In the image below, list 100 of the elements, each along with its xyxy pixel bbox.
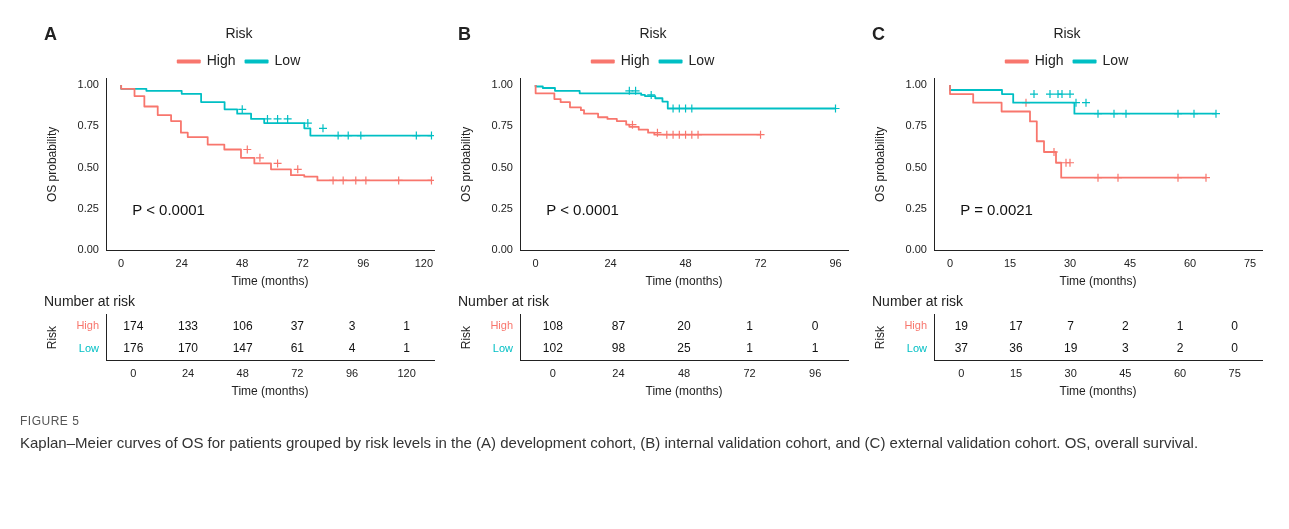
point [283,114,293,124]
legend-label: High [620,52,650,69]
chart-title: Number at risk [872,293,965,310]
x-tick-label: 0 [946,257,954,270]
x-tick-label: 48 [677,367,691,380]
y-axis-title: Risk [44,324,59,350]
y-tick-label: 0.75 [77,119,99,132]
annotation: P < 0.0001 [132,200,205,218]
annotation: P = 0.0021 [960,200,1033,218]
y-tick-label: High [904,319,927,332]
point [1065,158,1075,168]
chart-title: C [872,23,885,44]
y-tick-label: High [490,319,513,332]
x-tick-label: 72 [754,257,767,270]
text: Kaplan–Meier curves of OS for patients grouped by risk levels in the (A) development cohort, (B) internal validation cohort, and (C) external validation cohort. OS, overall survival. [20,433,1200,453]
data-label: 133 [177,318,199,333]
data-label: 1 [811,341,819,356]
x-tick-label: 96 [809,367,822,380]
data-label: 17 [1009,318,1023,333]
x-tick-label: 24 [175,257,188,270]
x-tick-label: 45 [1119,367,1132,380]
point [1081,98,1091,108]
point [1065,89,1075,99]
data-label: 37 [954,341,969,356]
data-label: 1 [1176,318,1184,333]
data-label: 2 [1121,318,1129,333]
legend-label: High [206,52,236,69]
point [1057,89,1067,99]
y-tick-label: 1.00 [77,78,99,91]
y-tick-label: High [76,319,99,332]
y-tick-label: 0.00 [905,243,927,256]
y-tick-label: 1.00 [491,78,513,91]
legend-label: High [1034,52,1064,69]
legend-label: Low [1102,52,1130,69]
y-tick-label: 0.75 [905,119,927,132]
x-tick-label: 15 [1009,367,1023,380]
data-label: 98 [611,341,626,356]
x-tick-label: 72 [296,257,309,270]
y-tick-label: 0.50 [77,160,99,173]
point [318,123,328,133]
x-axis-title: Time (months) [1059,274,1137,289]
y-tick-label: Low [492,342,514,355]
data-label: 61 [290,341,305,356]
y-tick-label: 0.25 [491,202,513,215]
x-tick-label: 48 [236,257,249,270]
x-tick-label: 0 [130,367,137,380]
x-axis-title: Time (months) [645,384,723,399]
data-label: 7 [1067,318,1075,333]
chart-title: Number at risk [458,293,551,310]
x-tick-label: 72 [291,367,304,380]
data-label: 4 [348,341,356,356]
x-tick-label: 0 [549,367,556,380]
data-label: 25 [677,341,691,356]
x-axis-title: Time (months) [231,384,309,399]
data-label: 36 [1009,341,1023,356]
x-tick-label: 0 [958,367,965,380]
data-label: 20 [677,318,691,333]
y-axis-title: OS probability [458,126,473,203]
x-tick-label: 45 [1123,257,1137,270]
x-tick-label: 30 [1063,257,1077,270]
data-label: 106 [232,318,253,333]
y-tick-label: 0.50 [905,160,927,173]
y-tick-label: Low [906,342,928,355]
y-tick-label: 0.25 [77,202,99,215]
x-axis-title: Time (months) [1059,384,1137,399]
y-tick-label: 0.00 [77,243,99,256]
y-tick-label: 0.50 [491,160,513,173]
x-tick-label: 24 [181,367,195,380]
chart-title: B [458,23,471,44]
x-tick-label: 24 [612,367,625,380]
x-tick-label: 30 [1064,367,1077,380]
data-label: 1 [746,318,754,333]
data-label: 87 [611,318,626,333]
data-label: 174 [123,318,144,333]
data-label: 19 [954,318,969,333]
data-label: 37 [290,318,305,333]
x-axis-title: Time (months) [231,274,309,289]
data-label: 1 [403,318,411,333]
x-tick-label: 72 [743,367,756,380]
x-tick-label: 48 [236,367,249,380]
x-tick-label: 75 [1228,367,1241,380]
x-tick-label: 0 [532,257,539,270]
data-label: 0 [811,318,819,333]
data-label: 147 [232,341,253,356]
point [1045,89,1055,99]
y-axis-title: Risk [872,324,887,350]
data-label: 170 [177,341,199,356]
data-label: 1 [403,341,411,356]
legend-title: Risk [225,25,254,42]
y-tick-label: Low [78,342,100,355]
x-tick-label: 15 [1003,257,1017,270]
x-tick-label: 75 [1243,257,1257,270]
y-axis-title: OS probability [44,126,59,203]
y-tick-label: 0.25 [905,202,927,215]
x-tick-label: 96 [829,257,842,270]
data-label: 102 [542,341,564,356]
x-tick-label: 24 [604,257,617,270]
x-tick-label: 48 [679,257,692,270]
data-label: 0 [1231,318,1239,333]
data-label: 3 [348,318,356,333]
